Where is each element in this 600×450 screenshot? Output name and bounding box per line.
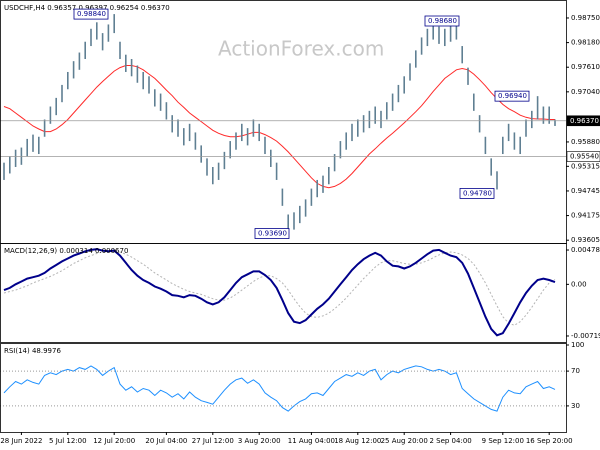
y-tick-label: 0.98750: [571, 14, 600, 22]
annotation-box: [494, 90, 530, 102]
y-tick-label: 0.97040: [571, 88, 600, 96]
series-line: [3, 250, 556, 326]
annotation-label: 0.98840: [77, 10, 106, 18]
annotation-box: [73, 8, 109, 20]
y-tick-label: 0.93605: [571, 236, 600, 244]
series-line: [3, 365, 556, 412]
price-box: [566, 115, 600, 127]
y-tick-label: 0.97610: [571, 63, 600, 71]
x-tick-label: 12 Jul 20:00: [93, 437, 135, 445]
rsi-title: RSI(14) 48.9976: [4, 347, 61, 355]
series-line: [3, 248, 556, 337]
y-tick-label: 0.95315: [571, 162, 600, 170]
price-label: 0.95540: [570, 153, 599, 161]
y-tick-label: 100: [571, 341, 584, 349]
panel-frame: [0, 243, 567, 343]
x-tick-label: 2 Sep 04:00: [429, 437, 471, 445]
panel-frame: [0, 343, 567, 433]
y-tick-label: 0.98180: [571, 39, 600, 47]
y-tick-label: 0.00: [571, 280, 587, 288]
annotation-label: 0.96940: [498, 92, 527, 100]
chart-title: USDCHF,H4 0.96357 0.96397 0.96254 0.9637…: [4, 4, 170, 12]
x-tick-label: 28 Jun 2022: [0, 437, 42, 445]
x-tick-label: 3 Aug 20:00: [238, 437, 281, 445]
y-tick-label: 30: [571, 402, 580, 410]
annotation-label: 0.93690: [258, 230, 287, 238]
price-label: 0.96370: [570, 117, 599, 125]
annotation-box: [459, 188, 495, 199]
x-tick-label: 18 Aug 12:00: [334, 437, 381, 445]
y-tick-label: 0.94745: [571, 187, 600, 195]
annotation-box: [254, 228, 290, 239]
x-tick-label: 27 Jul 12:00: [192, 437, 234, 445]
y-tick-label: -0.007191: [571, 332, 600, 340]
x-tick-label: 20 Jul 04:00: [145, 437, 187, 445]
annotation-label: 0.94780: [463, 189, 492, 197]
y-tick-label: 0.95880: [571, 138, 600, 146]
x-tick-label: 16 Sep 20:00: [526, 437, 573, 445]
series-line: [3, 65, 555, 189]
watermark: ActionForex.com: [218, 37, 384, 61]
x-tick-label: 5 Jul 12:00: [49, 437, 87, 445]
annotation-box: [424, 15, 460, 27]
x-tick-label: 11 Aug 04:00: [288, 437, 335, 445]
macd-title: MACD(12,26,9) 0.000314 0.000670: [4, 247, 128, 255]
price-box: [566, 151, 600, 162]
y-tick-label: 70: [571, 367, 580, 375]
y-tick-label: 0.004781: [571, 246, 600, 254]
x-tick-label: 25 Aug 20:00: [381, 437, 428, 445]
x-tick-label: 9 Sep 12:00: [482, 437, 524, 445]
y-tick-label: 0.94175: [571, 212, 600, 220]
annotation-label: 0.98680: [428, 17, 457, 25]
